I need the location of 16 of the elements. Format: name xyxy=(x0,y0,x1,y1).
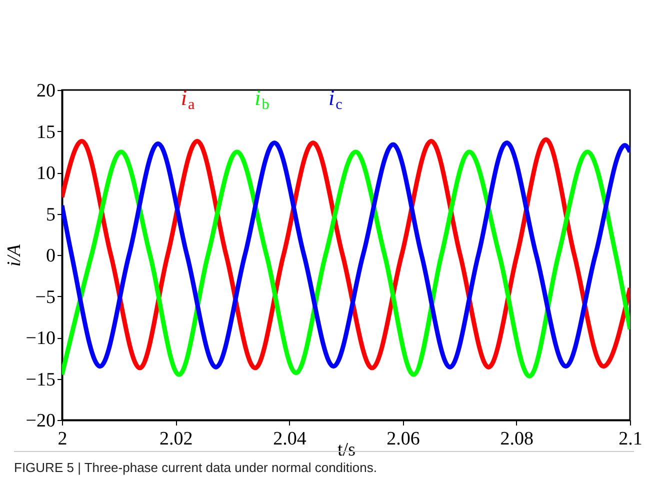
y-tick-label: 15 xyxy=(36,122,56,143)
x-tick-label: 2.1 xyxy=(618,428,642,450)
y-axis-title: i/A xyxy=(4,244,25,267)
x-tick-label: 2.04 xyxy=(273,428,307,450)
y-tick-label: 0 xyxy=(46,246,56,266)
y-tick-label: −10 xyxy=(26,328,56,349)
x-tick-label: 2.06 xyxy=(386,428,420,450)
x-tick-label: 2 xyxy=(58,428,68,450)
y-tick-label: 5 xyxy=(46,204,56,226)
y-tick-label: 10 xyxy=(36,163,56,184)
y-tick-label: −5 xyxy=(35,286,56,308)
y-tick-label: −15 xyxy=(26,369,56,390)
y-tick-label: −20 xyxy=(26,410,56,432)
x-tick-label: 2.08 xyxy=(500,428,534,450)
y-tick-label: 20 xyxy=(36,80,56,102)
x-tick-label: 2.02 xyxy=(159,428,193,450)
